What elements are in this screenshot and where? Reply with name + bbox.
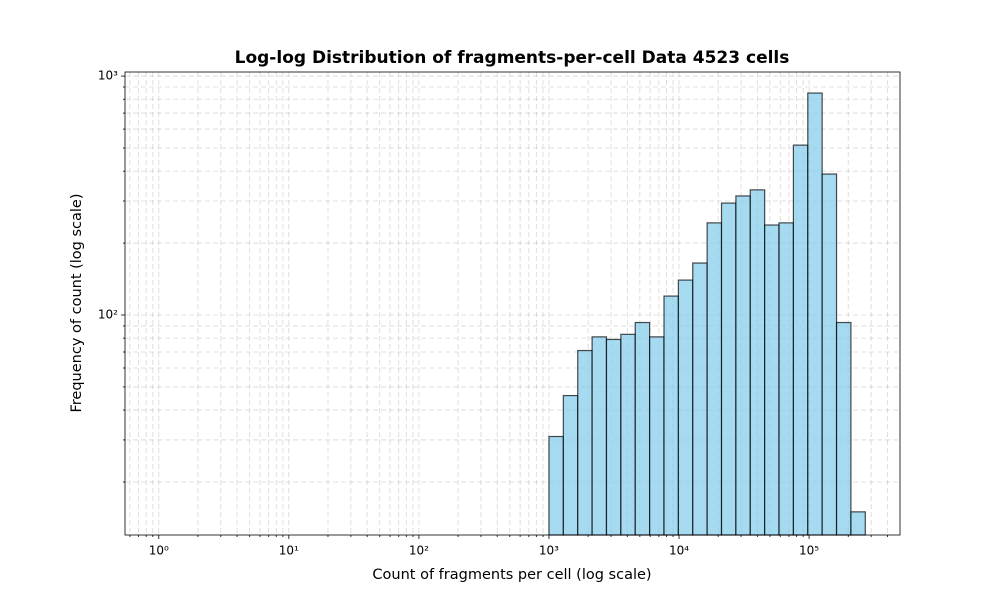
bar — [778, 222, 795, 536]
x-tick-label: 10⁰ — [149, 544, 169, 558]
y-tick-label: 10² — [98, 307, 118, 321]
bar — [620, 333, 636, 536]
bar — [677, 279, 694, 536]
plot-frame — [124, 71, 901, 536]
bar — [735, 195, 751, 536]
bar — [663, 295, 679, 536]
x-axis-label: Count of fragments per cell (log scale) — [372, 567, 651, 583]
bar — [764, 224, 780, 536]
bar — [577, 349, 593, 536]
bar — [835, 321, 852, 536]
bar — [591, 336, 608, 536]
y-axis-label: Frequency of count (log scale) — [69, 193, 85, 412]
bar — [649, 336, 665, 536]
bar — [548, 435, 564, 536]
bar — [634, 321, 651, 536]
bar — [562, 394, 579, 536]
bar — [850, 511, 866, 536]
x-tick-label: 10³ — [539, 544, 559, 558]
bar — [706, 222, 723, 536]
bar — [720, 202, 737, 536]
x-tick-label: 10⁵ — [799, 544, 819, 558]
bar — [821, 173, 838, 536]
bar — [792, 144, 809, 536]
y-tick-label: 10³ — [98, 69, 118, 83]
chart-title: Log-log Distribution of fragments-per-ce… — [235, 48, 790, 68]
x-tick-label: 10⁴ — [669, 544, 689, 558]
x-tick-label: 10¹ — [279, 544, 299, 558]
bar — [807, 92, 823, 536]
bar — [692, 262, 708, 536]
x-tick-label: 10² — [409, 544, 429, 558]
bar — [749, 189, 766, 536]
bar — [605, 338, 622, 536]
